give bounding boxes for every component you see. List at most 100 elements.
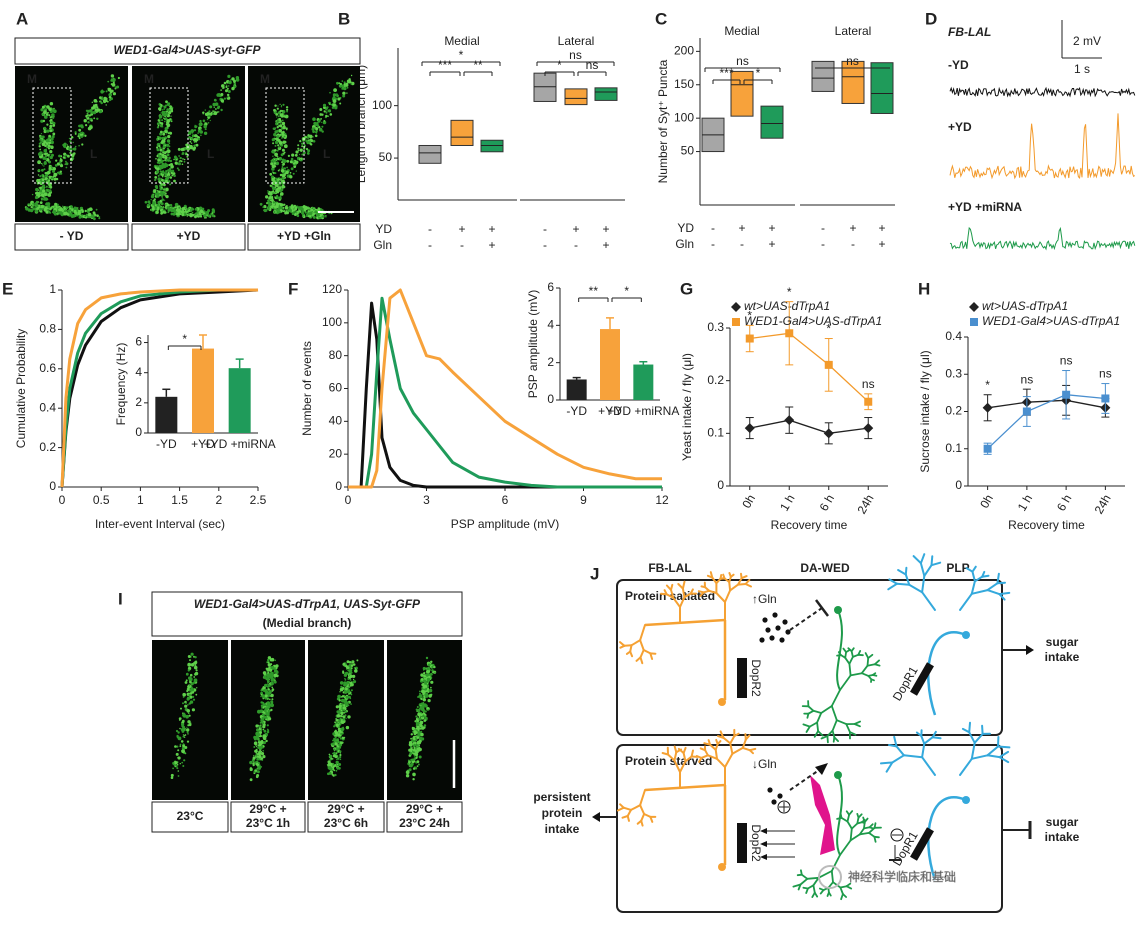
puncta bbox=[271, 175, 274, 177]
neurite bbox=[827, 881, 834, 889]
puncta bbox=[271, 686, 274, 689]
neurite bbox=[921, 756, 936, 776]
input-label: persistent bbox=[533, 790, 590, 804]
neurite bbox=[729, 742, 734, 755]
puncta bbox=[189, 659, 191, 662]
puncta bbox=[174, 765, 176, 768]
puncta bbox=[41, 164, 44, 166]
puncta bbox=[342, 737, 345, 740]
arrowhead bbox=[592, 812, 600, 822]
puncta bbox=[270, 673, 274, 677]
puncta bbox=[427, 709, 429, 711]
puncta bbox=[278, 117, 282, 121]
neurite bbox=[714, 748, 718, 760]
puncta bbox=[166, 174, 169, 176]
puncta bbox=[418, 747, 422, 752]
puncta bbox=[199, 128, 201, 130]
glutamine bbox=[779, 637, 785, 643]
neurite bbox=[887, 582, 898, 591]
glutamine bbox=[777, 793, 783, 799]
puncta bbox=[349, 702, 351, 704]
puncta bbox=[49, 102, 54, 106]
puncta bbox=[186, 696, 191, 700]
puncta bbox=[415, 708, 418, 711]
point bbox=[785, 329, 794, 338]
puncta bbox=[297, 210, 300, 213]
puncta bbox=[253, 771, 256, 773]
puncta bbox=[277, 183, 279, 186]
box bbox=[730, 70, 754, 117]
puncta bbox=[72, 147, 75, 151]
puncta bbox=[299, 140, 302, 143]
puncta bbox=[188, 693, 191, 697]
puncta bbox=[335, 765, 337, 767]
puncta bbox=[163, 117, 165, 119]
puncta bbox=[193, 665, 198, 670]
puncta bbox=[187, 662, 192, 667]
puncta bbox=[328, 771, 332, 775]
puncta bbox=[98, 216, 101, 218]
neurite bbox=[724, 589, 732, 603]
y-tick-label: 0 bbox=[717, 478, 724, 492]
puncta bbox=[186, 731, 189, 734]
puncta bbox=[267, 667, 271, 672]
puncta bbox=[418, 744, 420, 747]
neurite bbox=[840, 893, 844, 901]
puncta bbox=[47, 155, 50, 158]
neurite bbox=[670, 583, 674, 591]
puncta bbox=[159, 152, 162, 156]
puncta bbox=[335, 705, 339, 709]
box bbox=[480, 139, 504, 153]
puncta bbox=[231, 86, 235, 91]
puncta bbox=[327, 760, 330, 763]
region-label: M bbox=[260, 72, 270, 86]
caption-box bbox=[151, 801, 229, 833]
puncta bbox=[426, 677, 431, 682]
puncta bbox=[108, 96, 112, 99]
neurite bbox=[673, 759, 681, 773]
caption-box bbox=[247, 223, 361, 251]
neurite bbox=[724, 752, 734, 768]
puncta bbox=[274, 659, 277, 662]
puncta bbox=[164, 117, 168, 120]
puncta bbox=[151, 207, 155, 211]
puncta bbox=[43, 140, 47, 144]
neurite bbox=[852, 653, 860, 658]
neurite bbox=[850, 650, 854, 658]
neurite bbox=[888, 578, 898, 585]
puncta bbox=[59, 164, 64, 168]
x-axis-label: Recovery time bbox=[771, 518, 848, 532]
puncta bbox=[44, 127, 47, 130]
puncta bbox=[425, 656, 429, 660]
puncta bbox=[177, 169, 180, 171]
puncta bbox=[410, 748, 413, 751]
puncta bbox=[220, 99, 225, 103]
puncta bbox=[412, 743, 414, 745]
puncta bbox=[227, 85, 230, 87]
puncta bbox=[189, 700, 194, 704]
puncta bbox=[423, 724, 427, 727]
puncta bbox=[410, 762, 414, 766]
puncta bbox=[418, 729, 420, 731]
puncta bbox=[116, 85, 120, 89]
puncta bbox=[164, 187, 166, 190]
puncta bbox=[48, 107, 52, 111]
puncta bbox=[191, 211, 194, 214]
y-tick-label: 80 bbox=[329, 348, 343, 362]
puncta bbox=[276, 156, 279, 158]
puncta bbox=[412, 767, 416, 770]
puncta bbox=[267, 199, 270, 203]
trace bbox=[949, 113, 1136, 180]
puncta bbox=[164, 127, 168, 131]
puncta bbox=[329, 754, 333, 758]
neurite bbox=[709, 743, 717, 751]
puncta bbox=[170, 171, 173, 175]
puncta bbox=[88, 114, 91, 117]
puncta bbox=[193, 146, 197, 150]
puncta bbox=[41, 135, 45, 139]
puncta bbox=[433, 665, 436, 669]
puncta bbox=[265, 210, 268, 212]
neurite bbox=[921, 742, 926, 759]
puncta bbox=[420, 712, 422, 714]
puncta bbox=[275, 161, 280, 166]
